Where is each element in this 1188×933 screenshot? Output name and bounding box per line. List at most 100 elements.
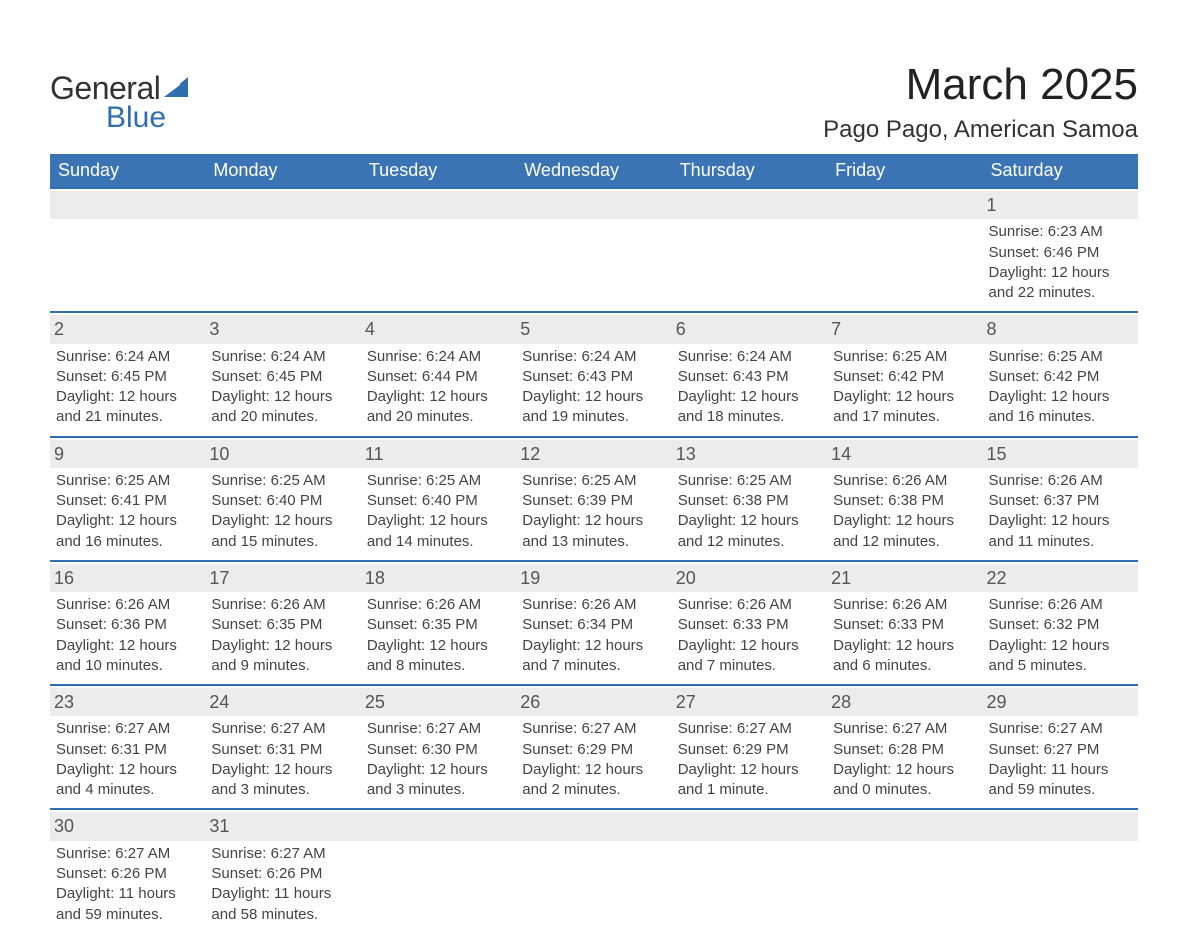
day-info-line: and 12 minutes. <box>678 532 821 552</box>
day-info-line: Sunrise: 6:24 AM <box>56 347 199 367</box>
day-cell: 2Sunrise: 6:24 AMSunset: 6:45 PMDaylight… <box>50 313 205 435</box>
day-number <box>361 812 516 840</box>
day-info-line: and 16 minutes. <box>989 407 1132 427</box>
day-number <box>516 812 671 840</box>
day-cell: 9Sunrise: 6:25 AMSunset: 6:41 PMDaylight… <box>50 438 205 560</box>
day-info-line: Sunrise: 6:27 AM <box>678 719 821 739</box>
day-number: 2 <box>50 315 205 343</box>
day-info-line: Daylight: 11 hours <box>989 760 1132 780</box>
day-info-line: and 20 minutes. <box>367 407 510 427</box>
day-info-line: and 18 minutes. <box>678 407 821 427</box>
sail-icon <box>162 75 192 104</box>
day-cell <box>516 810 671 932</box>
day-info-line: Sunset: 6:32 PM <box>989 615 1132 635</box>
dow-cell: Saturday <box>983 154 1138 187</box>
day-info-line: and 59 minutes. <box>56 905 199 925</box>
day-info-line: Sunset: 6:29 PM <box>522 740 665 760</box>
day-info-line: and 1 minute. <box>678 780 821 800</box>
day-info-line: Daylight: 12 hours <box>989 511 1132 531</box>
day-number: 5 <box>516 315 671 343</box>
day-number: 25 <box>361 688 516 716</box>
day-cell <box>827 810 982 932</box>
day-info-line: and 20 minutes. <box>211 407 354 427</box>
day-info-line: Sunset: 6:42 PM <box>833 367 976 387</box>
day-info-line: and 12 minutes. <box>833 532 976 552</box>
day-info-line: and 11 minutes. <box>989 532 1132 552</box>
day-info-line: Daylight: 12 hours <box>522 760 665 780</box>
calendar: SundayMondayTuesdayWednesdayThursdayFrid… <box>50 154 1138 933</box>
day-info-line: Daylight: 12 hours <box>522 387 665 407</box>
header: General Blue March 2025 Pago Pago, Ameri… <box>50 60 1138 144</box>
day-cell: 29 Sunrise: 6:27 AMSunset: 6:27 PMDayligh… <box>983 686 1138 808</box>
day-cell <box>672 810 827 932</box>
month-title: March 2025 <box>823 60 1138 110</box>
day-number: 29 <box>983 688 1138 716</box>
day-info-line: Daylight: 12 hours <box>367 760 510 780</box>
day-info-line: and 19 minutes. <box>522 407 665 427</box>
day-info-line: Sunset: 6:41 PM <box>56 491 199 511</box>
day-number: 11 <box>361 440 516 468</box>
day-info-line: Sunrise: 6:27 AM <box>211 719 354 739</box>
day-number: 3 <box>205 315 360 343</box>
day-info-line: and 2 minutes. <box>522 780 665 800</box>
day-number: 8 <box>983 315 1138 343</box>
day-info-line: Daylight: 12 hours <box>211 511 354 531</box>
day-info-line: Sunrise: 6:27 AM <box>56 719 199 739</box>
day-info-line: Daylight: 12 hours <box>989 636 1132 656</box>
day-info-line: Daylight: 12 hours <box>211 387 354 407</box>
day-number: 23 <box>50 688 205 716</box>
day-cell: 17Sunrise: 6:26 AMSunset: 6:35 PMDayligh… <box>205 562 360 684</box>
day-number <box>827 812 982 840</box>
day-info-line: Sunset: 6:42 PM <box>989 367 1132 387</box>
day-info-line: Daylight: 12 hours <box>367 511 510 531</box>
day-cell: 12Sunrise: 6:25 AMSunset: 6:39 PMDayligh… <box>516 438 671 560</box>
day-info-line: and 6 minutes. <box>833 656 976 676</box>
day-info-line: Sunset: 6:28 PM <box>833 740 976 760</box>
day-info-line: Daylight: 12 hours <box>367 387 510 407</box>
day-info-line: and 7 minutes. <box>678 656 821 676</box>
day-info-line: Sunrise: 6:27 AM <box>833 719 976 739</box>
day-info-line: Sunset: 6:27 PM <box>989 740 1132 760</box>
day-number: 18 <box>361 564 516 592</box>
day-number: 12 <box>516 440 671 468</box>
day-info-line: Daylight: 12 hours <box>211 636 354 656</box>
day-cell: 6Sunrise: 6:24 AMSunset: 6:43 PMDaylight… <box>672 313 827 435</box>
day-info-line: Daylight: 12 hours <box>833 636 976 656</box>
day-info-line: Daylight: 12 hours <box>678 387 821 407</box>
day-info-line: Sunrise: 6:26 AM <box>211 595 354 615</box>
day-cell: 22Sunrise: 6:26 AMSunset: 6:32 PMDayligh… <box>983 562 1138 684</box>
day-cell: 31Sunrise: 6:27 AMSunset: 6:26 PMDayligh… <box>205 810 360 932</box>
day-info-line: and 3 minutes. <box>211 780 354 800</box>
day-cell: 28Sunrise: 6:27 AMSunset: 6:28 PMDayligh… <box>827 686 982 808</box>
day-info-line: Sunset: 6:26 PM <box>56 864 199 884</box>
dow-cell: Tuesday <box>361 154 516 187</box>
day-info-line: Sunrise: 6:27 AM <box>211 844 354 864</box>
dow-cell: Monday <box>205 154 360 187</box>
day-info-line: and 4 minutes. <box>56 780 199 800</box>
day-info-line: Sunrise: 6:25 AM <box>678 471 821 491</box>
day-cell: 15Sunrise: 6:26 AMSunset: 6:37 PMDayligh… <box>983 438 1138 560</box>
day-info-line: Sunset: 6:38 PM <box>833 491 976 511</box>
day-info-line: Sunset: 6:26 PM <box>211 864 354 884</box>
day-cell: 20Sunrise: 6:26 AMSunset: 6:33 PMDayligh… <box>672 562 827 684</box>
day-info-line: and 0 minutes. <box>833 780 976 800</box>
day-info-line: Sunset: 6:35 PM <box>211 615 354 635</box>
day-info-line: Daylight: 12 hours <box>367 636 510 656</box>
day-cell: 19Sunrise: 6:26 AMSunset: 6:34 PMDayligh… <box>516 562 671 684</box>
day-number: 26 <box>516 688 671 716</box>
day-number: 19 <box>516 564 671 592</box>
day-info-line: and 3 minutes. <box>367 780 510 800</box>
day-cell: 18Sunrise: 6:26 AMSunset: 6:35 PMDayligh… <box>361 562 516 684</box>
day-info-line: Sunrise: 6:25 AM <box>211 471 354 491</box>
day-number <box>361 191 516 219</box>
day-info-line: Sunset: 6:44 PM <box>367 367 510 387</box>
day-cell: 11Sunrise: 6:25 AMSunset: 6:40 PMDayligh… <box>361 438 516 560</box>
day-info-line: Sunrise: 6:25 AM <box>56 471 199 491</box>
day-info-line: Daylight: 11 hours <box>56 884 199 904</box>
day-info-line: Sunset: 6:33 PM <box>833 615 976 635</box>
day-info-line: Sunrise: 6:27 AM <box>989 719 1132 739</box>
day-cell: 14Sunrise: 6:26 AMSunset: 6:38 PMDayligh… <box>827 438 982 560</box>
day-info-line: Daylight: 12 hours <box>56 387 199 407</box>
day-info-line: Daylight: 12 hours <box>989 387 1132 407</box>
day-cell: 13Sunrise: 6:25 AMSunset: 6:38 PMDayligh… <box>672 438 827 560</box>
